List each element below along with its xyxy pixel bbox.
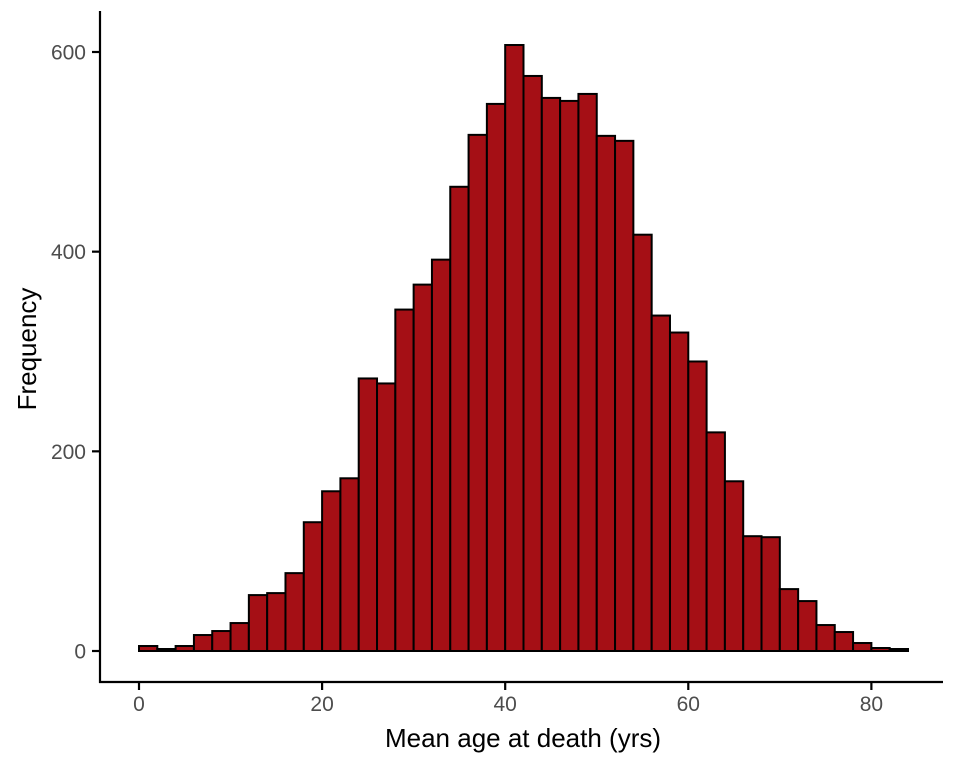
histogram-bar [284,572,305,653]
histogram-bar [632,233,653,652]
histogram-bar [302,521,324,652]
histogram-bar [577,92,598,653]
x-tick-label: 40 [494,693,517,716]
histogram-bar [760,536,781,652]
histogram-bar [357,377,379,652]
x-tick-label: 20 [310,693,333,716]
histogram-bar [522,74,543,652]
histogram-bar [485,102,507,653]
x-axis-title: Mean age at death (yrs) [384,723,662,753]
histogram-bar [394,308,415,652]
y-tick-label: 0 [74,641,86,664]
histogram-bar [778,588,800,652]
histogram-bar [687,360,708,652]
y-tick-label: 400 [51,241,86,264]
histogram-bar [833,631,855,653]
histogram-bar [705,431,726,652]
histogram-bar [192,634,214,653]
histogram-bar [211,630,232,653]
histogram-bar [449,185,470,652]
histogram-bar [870,647,891,652]
x-tick-label: 60 [677,693,700,716]
histogram-bar [174,645,195,653]
histogram-bar [815,624,836,652]
histogram-bar [742,535,763,652]
histogram-bar [797,600,818,653]
y-tick-label: 200 [51,441,86,464]
histogram-bar [559,99,580,653]
histogram-bar [156,648,177,652]
histogram-bar [321,490,342,652]
histogram-bar [266,592,287,652]
histogram-bar [376,382,397,652]
histogram-bar [650,314,671,652]
histogram-bar [540,96,562,653]
histogram-bar [229,622,250,652]
y-axis-title: Frequency [12,287,42,411]
x-tick-label: 80 [860,693,883,716]
histogram-bar [430,258,452,652]
histogram-bar [668,331,690,652]
histogram-bar [723,480,745,652]
y-tick-label: 600 [51,42,86,65]
histogram-bar [138,645,159,653]
histogram-bar [595,134,617,653]
histogram-bar [888,648,910,652]
x-tick-label: 0 [133,693,145,716]
histogram-bar [247,594,269,653]
histogram-bar [412,283,433,652]
histogram-bar [504,44,525,652]
histogram-bar [852,642,873,653]
histogram-bar [467,133,488,653]
histogram-bar [614,139,635,652]
histogram-bar [339,477,360,653]
